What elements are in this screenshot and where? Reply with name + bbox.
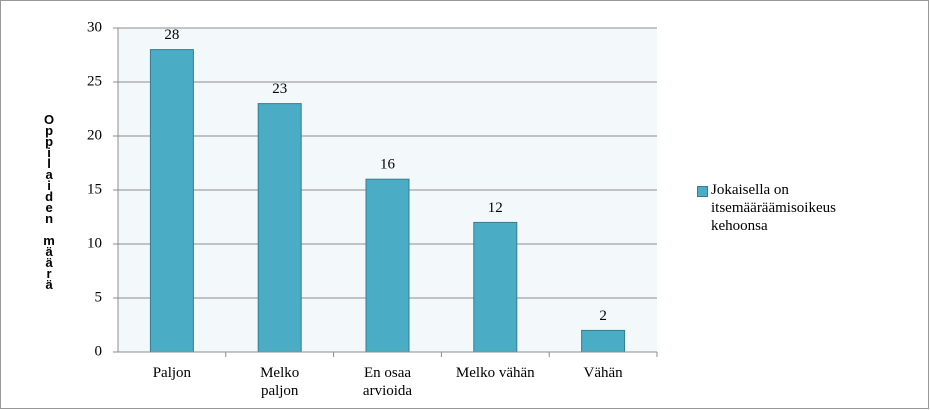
y-tick-label: 5 [95,289,103,305]
legend-swatch [697,186,708,197]
bar [473,221,518,353]
x-tick-label: En osaa arvioida [362,365,413,399]
y-tick-label: 25 [87,73,102,89]
x-tick-label: Melko paljon [260,365,300,399]
data-label: 23 [272,81,287,97]
y-tick-label: 0 [95,343,103,359]
bar [365,178,410,353]
x-tick-label: Paljon [152,365,192,381]
legend: Jokaisella on itsemääräämisoikeus kehoon… [697,181,847,235]
legend-label: Jokaisella on itsemääräämisoikeus kehoon… [711,182,836,234]
x-tick-label: Melko vähän [455,365,535,381]
bar [581,329,626,353]
data-label: 16 [380,157,396,173]
data-label: 12 [488,200,503,216]
y-tick-label: 15 [87,181,102,197]
y-tick-label: 30 [87,19,102,35]
x-tick-label: Vähän [583,365,623,381]
y-tick-label: 20 [87,127,102,143]
data-label: 2 [599,308,607,324]
y-tick-label: 10 [87,235,102,251]
bar [149,49,194,353]
data-label: 28 [164,27,179,43]
y-axis-label: Oppilaiden määrä [42,112,57,289]
bar [257,103,302,353]
